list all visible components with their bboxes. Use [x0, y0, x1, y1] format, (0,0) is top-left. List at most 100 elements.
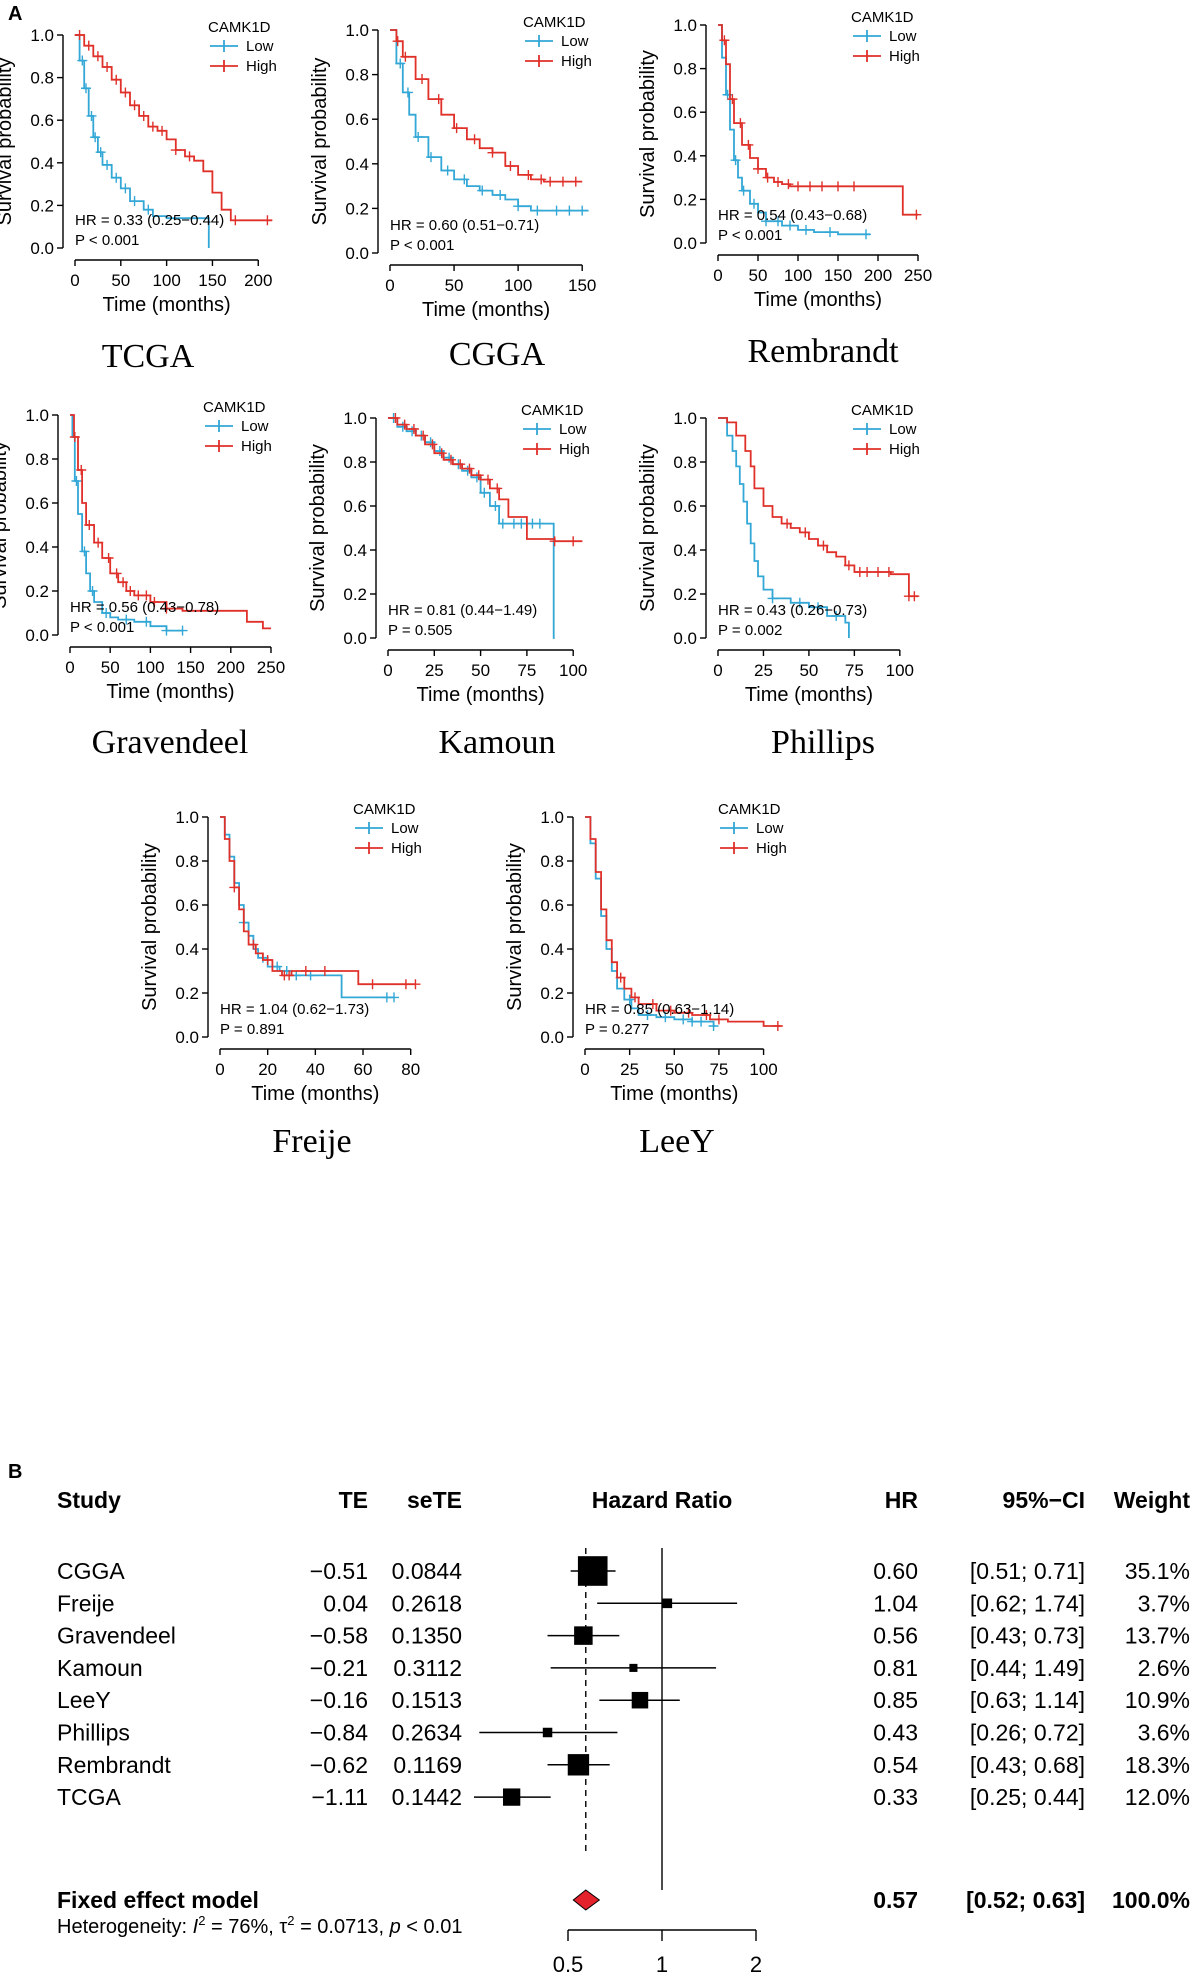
te-value: −0.58 [310, 1623, 368, 1649]
te-value: −0.62 [310, 1752, 368, 1778]
censor-mark-low [642, 1010, 653, 1020]
censor-mark-low [434, 446, 445, 456]
x-tick-label: 100 [784, 266, 812, 285]
header-hazard-ratio: Hazard Ratio [592, 1487, 733, 1513]
censor-mark-high [147, 121, 158, 132]
p-annotation: P = 0.891 [220, 1021, 284, 1038]
censor-mark-high [418, 430, 429, 441]
y-axis-title: Survival probability [307, 444, 329, 612]
censor-mark-low [413, 132, 424, 143]
km-panel-kamoun: 0.0 0.2 0.4 0.6 0.8 1.0 Survival probability 0 2… [307, 402, 590, 761]
te-value: −1.11 [312, 1784, 369, 1810]
x-axis-title: Time (months) [417, 684, 545, 706]
censor-mark-low [101, 608, 112, 618]
x-axis-title: Time (months) [106, 681, 234, 703]
censor-mark-high [735, 118, 746, 129]
censor-mark-high [549, 536, 560, 547]
y-tick-label: 0.2 [673, 585, 697, 604]
censor-mark-high [157, 125, 168, 136]
censor-mark-high [392, 36, 403, 47]
censor-mark-high [772, 1021, 783, 1031]
censor-mark-low [111, 172, 122, 183]
censor-mark-high [615, 972, 626, 983]
legend-label-high: High [241, 438, 272, 455]
censor-mark-high [433, 94, 444, 105]
censor-mark-high [141, 590, 152, 601]
censor-mark-low [426, 152, 436, 163]
censor-mark-high [400, 51, 411, 62]
censor-mark-low [497, 518, 508, 529]
x-tick-label: 150 [198, 271, 226, 290]
legend-swatch-high [853, 443, 881, 455]
y-tick-label: 0.2 [25, 582, 49, 601]
censor-mark-high [248, 939, 259, 950]
ci-value: [0.43; 0.68] [970, 1752, 1085, 1778]
x-tick-label: 0 [713, 661, 722, 680]
y-tick-label: 0.0 [673, 629, 697, 648]
dataset-title: TCGA [102, 338, 195, 375]
censor-mark-low [71, 476, 82, 486]
model-label: Fixed effect model [57, 1887, 259, 1913]
censor-mark-low [564, 205, 575, 216]
p-annotation: P = 0.002 [718, 622, 782, 639]
forest-row-kamoun: Kamoun −0.21 0.3112 0.81 [0.44; 1.49] 2.6% [57, 1655, 1190, 1681]
km-curve-high [75, 34, 272, 222]
censor-mark-low [90, 132, 101, 143]
dataset-title: LeeY [639, 1123, 715, 1160]
legend-label-high: High [889, 48, 920, 65]
censor-mark-low [708, 1021, 719, 1031]
censor-mark-low [551, 205, 562, 216]
weight-value: 13.7% [1125, 1623, 1190, 1649]
x-tick-label: 40 [306, 1060, 325, 1079]
dataset-title: Gravendeel [92, 724, 249, 761]
censor-mark-high [84, 520, 95, 530]
hr-square [574, 1626, 593, 1645]
x-axis-title: Time (months) [754, 289, 882, 311]
censor-mark-high [557, 176, 568, 187]
ci-value: [0.63; 1.14] [970, 1687, 1085, 1713]
y-axis-title: Survival probability [637, 444, 659, 612]
x-tick-label: 100 [152, 271, 180, 290]
sete-value: 0.1350 [392, 1623, 462, 1649]
censor-mark-high [170, 145, 181, 156]
censor-mark-low [767, 593, 778, 604]
y-tick-label: 0.6 [345, 110, 369, 129]
legend-label-high: High [756, 840, 787, 857]
censor-mark-high [103, 553, 114, 563]
y-tick-label: 0.8 [30, 69, 54, 88]
censor-mark-low [121, 614, 132, 625]
censor-mark-high [665, 1005, 676, 1016]
forest-plot: Study TE seTE Hazard Ratio HR 95%−CI Weight CGG… [57, 1487, 1190, 1977]
censor-mark-high [93, 537, 104, 548]
censor-mark-high [505, 161, 516, 172]
censor-mark-high [743, 139, 754, 150]
forest-row-rembrandt: Rembrandt −0.62 0.1169 0.54 [0.43; 0.68] 18.3… [57, 1752, 1190, 1778]
te-value: −0.51 [310, 1558, 368, 1584]
model-hr: 0.57 [873, 1887, 918, 1913]
x-tick-label: 75 [517, 661, 536, 680]
hr-annotation: HR = 1.04 (0.62−1.73) [220, 1001, 369, 1018]
censor-mark-low [761, 216, 771, 227]
y-tick-label: 0.2 [30, 196, 54, 215]
censor-mark-low [861, 229, 871, 240]
censor-mark-high [536, 174, 547, 185]
censor-mark-high [911, 209, 922, 220]
censor-mark-high [683, 1007, 694, 1018]
legend-label-high: High [561, 53, 592, 70]
sete-value: 0.1442 [392, 1784, 462, 1810]
ci-value: [0.43; 0.73] [970, 1623, 1085, 1649]
legend-label-low: Low [756, 820, 784, 837]
x-tick-label: 50 [101, 658, 120, 677]
dataset-title: Rembrandt [747, 333, 899, 370]
p-annotation: P < 0.001 [75, 232, 139, 249]
x-tick-label: 80 [401, 1060, 420, 1079]
censor-mark-high [570, 176, 581, 187]
header-sete: seTE [407, 1487, 462, 1513]
p-annotation: P < 0.001 [70, 619, 134, 636]
km-panels: 0.0 0.2 0.4 0.6 0.8 1.0 Survival probability 0 5… [0, 9, 932, 1160]
model-weight: 100.0% [1112, 1887, 1190, 1913]
sete-value: 0.2618 [392, 1590, 462, 1616]
hr-value: 0.81 [873, 1655, 918, 1681]
panel-label-a: A [8, 3, 22, 25]
hr-value: 0.56 [873, 1623, 918, 1649]
